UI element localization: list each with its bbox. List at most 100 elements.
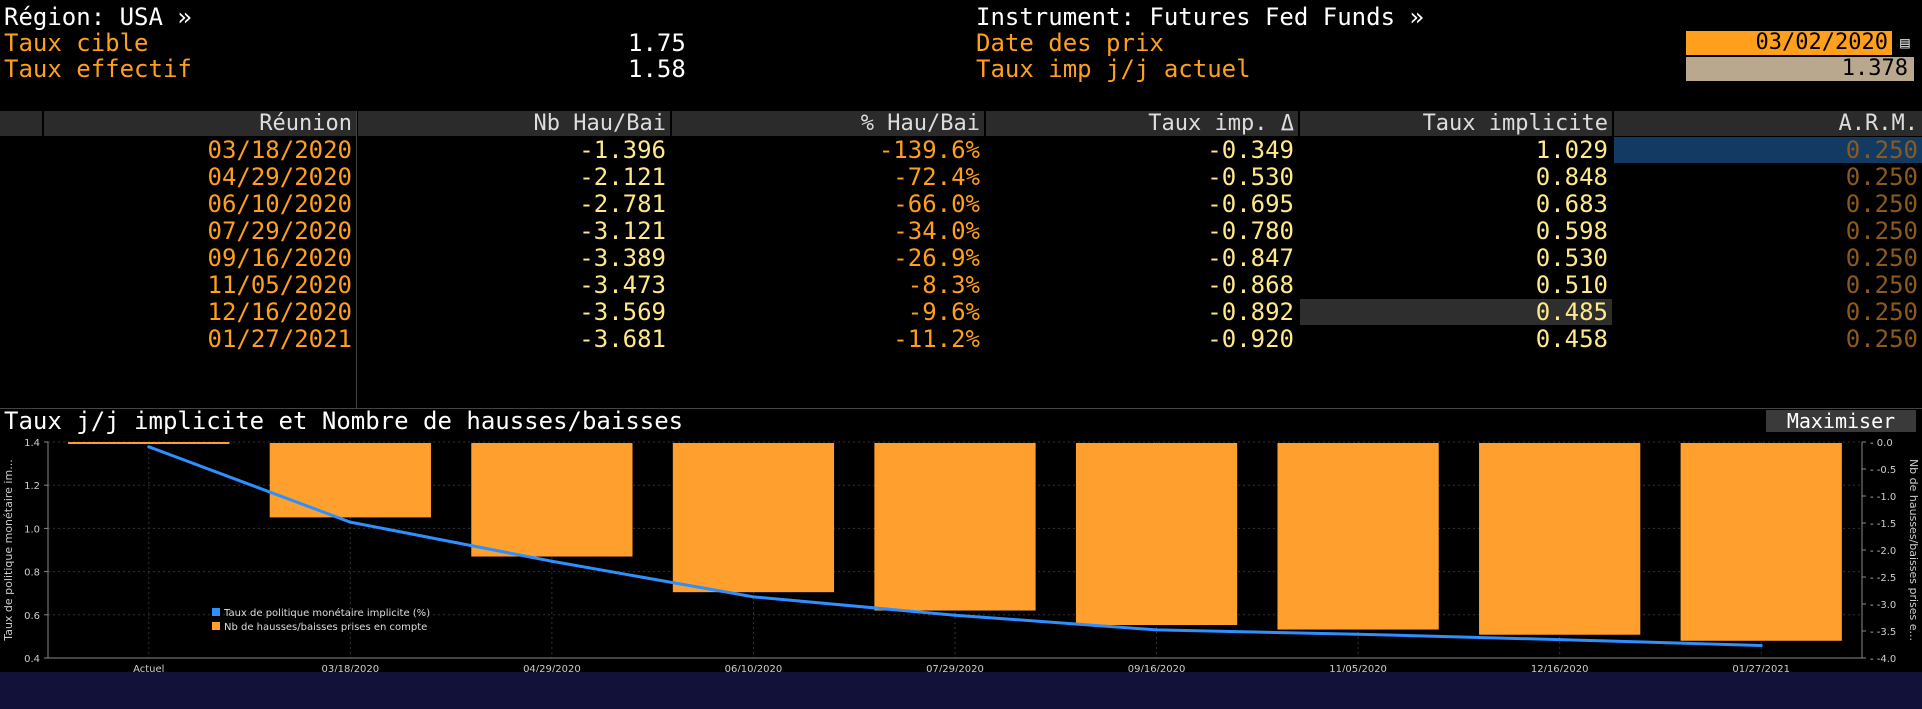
bar xyxy=(1277,443,1439,630)
line-point xyxy=(1155,628,1159,632)
legend-label: Nb de hausses/baisses prises en compte xyxy=(224,622,427,633)
cell-arm: 0.250 xyxy=(1845,271,1918,299)
bar xyxy=(269,443,431,518)
cell-implied-rate: 0.458 xyxy=(1535,325,1608,353)
left-tick-label: 1.0 xyxy=(24,524,40,535)
right-tick-label: - -4.0 xyxy=(1870,654,1896,665)
legend-label: Taux de politique monétaire implicite (%… xyxy=(223,607,430,619)
panel-divider xyxy=(0,408,1922,409)
target-rate-label: Taux cible xyxy=(4,29,149,57)
line-point xyxy=(1356,632,1360,636)
cell-meeting-date: 01/27/2021 xyxy=(207,325,353,353)
right-axis-title: Nb de hausses/baisses prises e... xyxy=(1907,459,1920,641)
cell-meeting-date: 12/16/2020 xyxy=(207,298,353,326)
right-tick-label: - -2.5 xyxy=(1870,573,1896,584)
cell-pct-hikes-cuts: -8.3% xyxy=(907,271,980,299)
cell-arm: 0.250 xyxy=(1845,298,1918,326)
cell-meeting-date: 04/29/2020 xyxy=(207,163,353,191)
line-point xyxy=(953,613,957,617)
cell-pct-hikes-cuts: -26.9% xyxy=(893,244,980,272)
maximize-button[interactable]: Maximiser xyxy=(1766,410,1916,432)
bar xyxy=(672,443,835,593)
cell-nb-hikes-cuts: -3.681 xyxy=(579,325,666,353)
right-tick-label: - -3.5 xyxy=(1870,627,1896,638)
bar xyxy=(1479,443,1641,635)
cell-implied-rate: 0.683 xyxy=(1535,190,1608,218)
cell-implied-rate-delta: -0.920 xyxy=(1207,325,1294,353)
cell-implied-rate: 0.510 xyxy=(1535,271,1608,299)
cell-implied-rate-delta: -0.892 xyxy=(1207,298,1294,326)
cell-implied-rate-delta: -0.349 xyxy=(1207,136,1294,164)
cell-nb-hikes-cuts: -2.781 xyxy=(579,190,666,218)
right-tick-label: - -0.5 xyxy=(1870,465,1896,476)
region-selector[interactable]: Région: USA » xyxy=(4,3,192,31)
col-header-implied-rate-delta[interactable]: Taux imp. Δ xyxy=(986,111,1298,136)
cell-nb-hikes-cuts: -3.569 xyxy=(579,298,666,326)
legend-swatch xyxy=(212,622,220,630)
col-header-implied-rate[interactable]: Taux implicite xyxy=(1300,111,1612,136)
col-header-nb-hikes-cuts[interactable]: Nb Hau/Bai xyxy=(358,111,670,136)
cell-meeting-date: 03/18/2020 xyxy=(207,136,353,164)
target-rate-value: 1.75 xyxy=(628,29,686,57)
bar xyxy=(471,443,633,557)
left-tick-label: 1.2 xyxy=(24,481,40,492)
table-divider xyxy=(356,111,357,408)
left-tick-label: 1.4 xyxy=(24,438,40,449)
implied-rate-label: Taux imp j/j actuel xyxy=(976,55,1251,83)
cell-implied-rate: 0.530 xyxy=(1535,244,1608,272)
implied-rate-input[interactable]: 1.378 xyxy=(1686,57,1914,81)
cell-implied-rate-delta: -0.847 xyxy=(1207,244,1294,272)
col-header-pct-hikes-cuts[interactable]: % Hau/Bai xyxy=(672,111,984,136)
x-tick-label: 09/16/2020 xyxy=(1128,664,1186,672)
bottom-bar xyxy=(0,672,1922,709)
bar xyxy=(1680,443,1842,641)
cell-nb-hikes-cuts: -3.121 xyxy=(579,217,666,245)
price-date-input[interactable]: 03/02/2020 xyxy=(1686,31,1892,55)
col-header-arm[interactable]: A.R.M. xyxy=(1614,111,1922,136)
bar xyxy=(1075,443,1238,626)
cell-nb-hikes-cuts: -3.473 xyxy=(579,271,666,299)
cell-pct-hikes-cuts: -139.6% xyxy=(878,136,980,164)
cell-implied-rate: 1.029 xyxy=(1535,136,1608,164)
cell-arm: 0.250 xyxy=(1845,190,1918,218)
cell-pct-hikes-cuts: -11.2% xyxy=(893,325,980,353)
x-tick-label: Actuel xyxy=(133,664,164,672)
legend-swatch xyxy=(212,608,220,616)
left-axis-title: Taux de politique monétaire im... xyxy=(2,459,15,641)
cell-arm: 0.250 xyxy=(1845,163,1918,191)
x-tick-label: 12/16/2020 xyxy=(1531,664,1589,672)
cell-implied-rate-delta: -0.530 xyxy=(1207,163,1294,191)
line-point xyxy=(147,445,151,449)
cell-nb-hikes-cuts: -1.396 xyxy=(579,136,666,164)
cell-pct-hikes-cuts: -34.0% xyxy=(893,217,980,245)
x-tick-label: 06/10/2020 xyxy=(725,664,783,672)
cell-meeting-date: 06/10/2020 xyxy=(207,190,353,218)
table-header-left-stub xyxy=(0,111,42,136)
cell-arm: 0.250 xyxy=(1845,217,1918,245)
right-tick-label: - -3.0 xyxy=(1870,600,1896,611)
right-tick-label: - -1.5 xyxy=(1870,519,1896,530)
x-tick-label: 07/29/2020 xyxy=(926,664,984,672)
cell-arm: 0.250 xyxy=(1614,137,1922,163)
line-point xyxy=(751,595,755,599)
chart-title: Taux j/j implicite et Nombre de hausses/… xyxy=(4,407,684,435)
right-tick-label: - -2.0 xyxy=(1870,546,1896,557)
cell-implied-rate-delta: -0.868 xyxy=(1207,271,1294,299)
bar xyxy=(874,443,1036,611)
right-tick-label: - -1.0 xyxy=(1870,492,1896,503)
instrument-selector[interactable]: Instrument: Futures Fed Funds » xyxy=(976,3,1424,31)
cell-pct-hikes-cuts: -9.6% xyxy=(907,298,980,326)
cell-nb-hikes-cuts: -3.389 xyxy=(579,244,666,272)
cell-meeting-date: 11/05/2020 xyxy=(207,271,353,299)
left-tick-label: 0.4 xyxy=(24,654,40,665)
left-tick-label: 0.8 xyxy=(24,568,40,579)
cell-implied-rate: 0.598 xyxy=(1535,217,1608,245)
col-header-meeting[interactable]: Réunion xyxy=(44,111,356,136)
x-tick-label: 01/27/2021 xyxy=(1732,664,1790,672)
cell-pct-hikes-cuts: -72.4% xyxy=(893,163,980,191)
cell-implied-rate: 0.485 xyxy=(1300,299,1612,325)
effective-rate-value: 1.58 xyxy=(628,55,686,83)
cell-implied-rate-delta: -0.695 xyxy=(1207,190,1294,218)
right-tick-label: - 0.0 xyxy=(1870,438,1893,449)
calendar-icon[interactable]: ▤ xyxy=(1900,33,1910,52)
